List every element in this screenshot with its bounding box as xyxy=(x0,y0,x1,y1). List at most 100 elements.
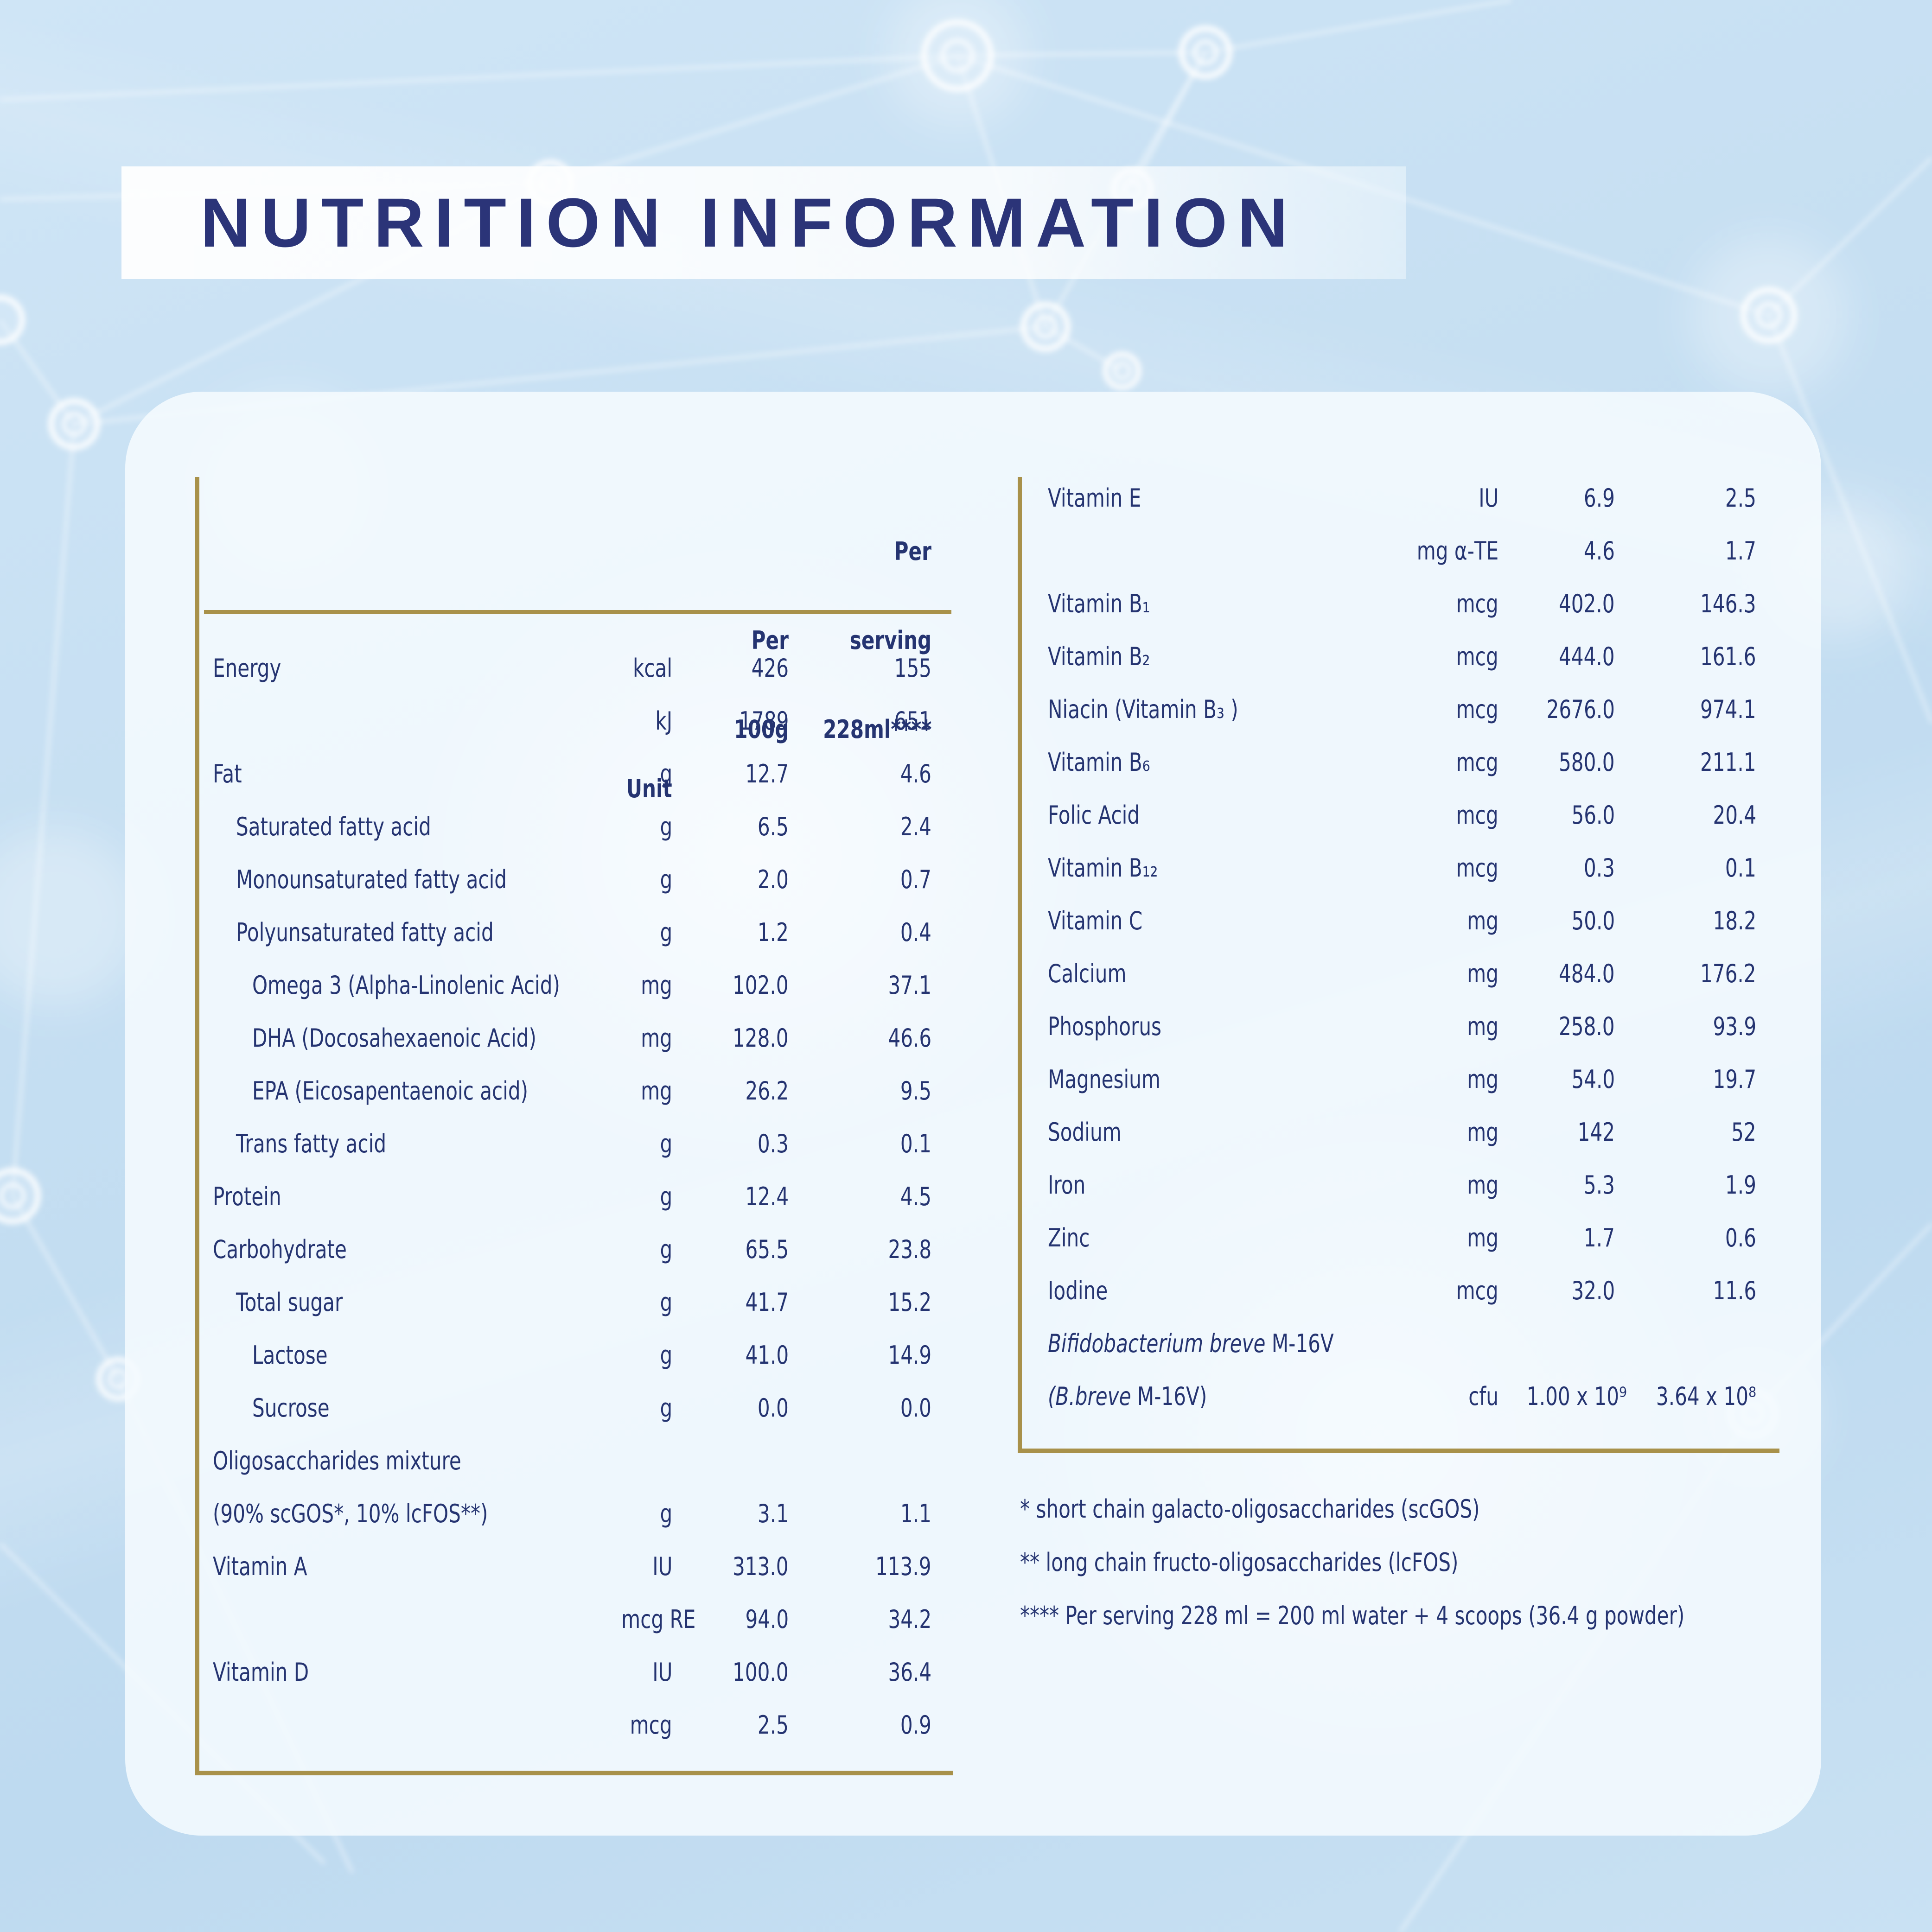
nutrient-label: Omega 3 (Alpha-Linolenic Acid) xyxy=(252,971,560,1000)
table-row: Calcium mg 484.0 176.2 xyxy=(1048,947,1756,1000)
per-serving-cell: 36.4 xyxy=(888,1658,931,1687)
table-row: (90% scGOS*, 10% lcFOS**) g 3.1 1.1 xyxy=(213,1487,951,1540)
table-row: Vitamin B₁₂ mcg 0.3 0.1 xyxy=(1048,842,1756,895)
per-serving-cell: 1.7 xyxy=(1725,536,1756,566)
table-row: Energy kcal 426 155 xyxy=(213,642,951,695)
per-serving-cell: 1.9 xyxy=(1725,1170,1756,1200)
unit-cell: mg xyxy=(641,1023,672,1053)
table-row: Vitamin D IU 100.0 36.4 xyxy=(213,1646,951,1699)
unit-cell: mg xyxy=(1467,1223,1498,1252)
per-100g-cell: 50.0 xyxy=(1571,906,1615,935)
per-100g-cell: 65.5 xyxy=(745,1235,789,1264)
per-serving-cell: 4.5 xyxy=(900,1182,931,1211)
unit-cell: g xyxy=(660,1288,672,1317)
nutrient-label: Magnesium xyxy=(1048,1065,1160,1094)
info-card xyxy=(125,392,1821,1836)
per-serving-cell: 161.6 xyxy=(1700,642,1756,671)
unit-cell: g xyxy=(660,1341,672,1370)
per-serving-cell: 974.1 xyxy=(1700,695,1756,724)
unit-cell: mg xyxy=(1467,906,1498,935)
nutrient-label: Bifidobacterium breve M-16V xyxy=(1048,1329,1334,1358)
table-row: Phosphorus mg 258.0 93.9 xyxy=(1048,1000,1756,1053)
table-row: Sucrose g 0.0 0.0 xyxy=(213,1382,951,1435)
per-serving-cell: 37.1 xyxy=(888,971,931,1000)
table-row: Iodine mcg 32.0 11.6 xyxy=(1048,1265,1756,1317)
table-row: mcg 2.5 0.9 xyxy=(213,1699,951,1752)
header-per-serving: Per serving 228ml**** xyxy=(823,537,931,744)
per-100g-cell: 580.0 xyxy=(1559,748,1615,777)
unit-cell: g xyxy=(660,1182,672,1211)
gold-rule-header-underline xyxy=(204,610,951,614)
per-100g-cell: 41.0 xyxy=(745,1341,789,1370)
nutrient-label xyxy=(213,1713,600,1738)
unit-cell: IU xyxy=(1478,483,1498,513)
unit-cell: mcg xyxy=(1456,589,1498,618)
unit-cell: g xyxy=(660,1499,672,1528)
table-row: Trans fatty acid g 0.3 0.1 xyxy=(213,1118,951,1170)
footnote: **** Per serving 228 ml = 200 ml water +… xyxy=(1020,1601,1685,1630)
nutrient-label: Protein xyxy=(213,1182,281,1211)
unit-cell: g xyxy=(660,759,672,788)
table-row: Folic Acid mcg 56.0 20.4 xyxy=(1048,789,1756,842)
per-100g-cell: 402.0 xyxy=(1559,589,1615,618)
table-row: Niacin (Vitamin B₃ ) mcg 2676.0 974.1 xyxy=(1048,683,1756,736)
per-serving-cell: 176.2 xyxy=(1700,959,1756,988)
unit-cell: mcg xyxy=(1456,853,1498,883)
nutrient-label: Vitamin B₁₂ xyxy=(1048,853,1158,883)
nutrient-label: DHA (Docosahexaenoic Acid) xyxy=(252,1023,536,1053)
per-serving-cell: 155 xyxy=(894,654,931,683)
per-serving-cell: 0.9 xyxy=(900,1710,931,1740)
unit-cell: kcal xyxy=(632,654,672,683)
table-row: mcg RE 94.0 34.2 xyxy=(213,1593,951,1646)
per-100g-cell: 100.0 xyxy=(733,1658,789,1687)
per-serving-cell: 34.2 xyxy=(888,1605,931,1634)
table-row: Vitamin B₁ mcg 402.0 146.3 xyxy=(1048,578,1756,630)
table-header: Unit Per 100g Per serving 228ml**** xyxy=(213,477,951,803)
per-100g-cell: 1.00 x 10⁹ xyxy=(1526,1382,1627,1411)
per-100g-cell: 6.9 xyxy=(1584,483,1615,513)
table-row: Total sugar g 41.7 15.2 xyxy=(213,1276,951,1329)
per-100g-cell: 2.0 xyxy=(758,865,789,894)
table-row: Monounsaturated fatty acid g 2.0 0.7 xyxy=(213,853,951,906)
per-serving-cell xyxy=(789,1449,931,1474)
per-100g-cell: 12.7 xyxy=(745,759,789,788)
per-serving-cell: 211.1 xyxy=(1700,748,1756,777)
per-100g-cell: 1789 xyxy=(739,706,789,736)
nutrient-label: Sodium xyxy=(1048,1118,1122,1147)
unit-cell: mg xyxy=(1467,1065,1498,1094)
per-serving-cell: 11.6 xyxy=(1713,1276,1756,1305)
per-100g-cell: 142 xyxy=(1577,1118,1615,1147)
per-serving-cell: 9.5 xyxy=(900,1076,931,1106)
unit-cell: mcg xyxy=(1456,801,1498,830)
per-100g-cell: 3.1 xyxy=(758,1499,789,1528)
per-serving-cell: 19.7 xyxy=(1713,1065,1756,1094)
table-row: Vitamin A IU 313.0 113.9 xyxy=(213,1540,951,1593)
table-row: EPA (Eicosapentaenoic acid) mg 26.2 9.5 xyxy=(213,1065,951,1118)
table-row: Carbohydrate g 65.5 23.8 xyxy=(213,1223,951,1276)
table-row: Vitamin B₂ mcg 444.0 161.6 xyxy=(1048,630,1756,683)
table-row: Fat g 12.7 4.6 xyxy=(213,748,951,801)
per-serving-cell: 14.9 xyxy=(888,1341,931,1370)
table-row: Saturated fatty acid g 6.5 2.4 xyxy=(213,801,951,853)
nutrient-label: Iodine xyxy=(1048,1276,1108,1305)
unit-cell: g xyxy=(660,918,672,947)
nutrient-label: Vitamin A xyxy=(213,1552,307,1581)
nutrient-label: Oligosaccharides mixture xyxy=(213,1446,461,1475)
nutrient-label: Vitamin B₆ xyxy=(1048,748,1150,777)
table-row: Vitamin E IU 6.9 2.5 xyxy=(1048,472,1756,525)
unit-cell: g xyxy=(660,1129,672,1158)
per-serving-cell: 0.4 xyxy=(900,918,931,947)
unit-cell: mcg xyxy=(630,1710,672,1740)
per-serving-cell: 2.4 xyxy=(900,812,931,841)
per-100g-cell: 444.0 xyxy=(1559,642,1615,671)
unit-cell: mcg RE xyxy=(621,1605,696,1634)
nutrient-label: Vitamin E xyxy=(1048,483,1141,513)
per-100g-cell: 0.3 xyxy=(1584,853,1615,883)
unit-cell: mg xyxy=(1467,959,1498,988)
unit-cell: mg xyxy=(1467,1170,1498,1200)
per-100g-cell: 102.0 xyxy=(733,971,789,1000)
per-serving-cell: 4.6 xyxy=(900,759,931,788)
unit-cell: mcg xyxy=(1456,642,1498,671)
per-serving-cell: 146.3 xyxy=(1700,589,1756,618)
nutrient-label: Phosphorus xyxy=(1048,1012,1161,1041)
